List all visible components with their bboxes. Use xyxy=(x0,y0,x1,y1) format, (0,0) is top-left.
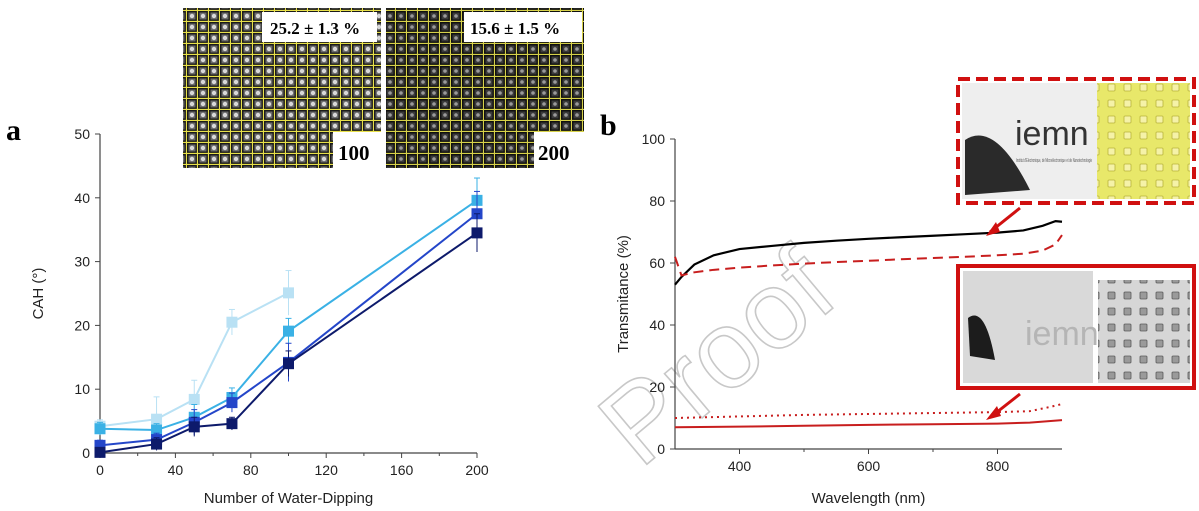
photo-inset-uncoated: iemn xyxy=(956,264,1196,390)
micrograph-inset-100: 25.2 ± 1.3 % 100 xyxy=(183,8,381,168)
chart-a-y-axis-label: CAH (°) xyxy=(30,268,47,320)
sample-shape-icon xyxy=(965,135,1030,195)
chart-a: 0 40 80 120 160 200 0 10 20 30 40 50 Number of Wate… xyxy=(30,126,489,507)
panel-label-a: a xyxy=(6,114,21,147)
chart-b-axes: 400 600 800 0 20 40 60 80 100 xyxy=(642,131,1062,474)
chart-a-x-tick-label: 200 xyxy=(465,462,489,478)
chart-b-series-dashed-red xyxy=(674,234,1063,277)
chart-b-x-tick-label: 400 xyxy=(728,458,752,474)
chart-a-point xyxy=(226,316,238,328)
chart-a-point xyxy=(94,423,106,435)
arrow-to-dashed-curve xyxy=(986,206,1021,236)
chart-b-y-axis-label: Transmitance (%) xyxy=(615,235,632,353)
chart-b-y-tick-label: 80 xyxy=(649,193,665,209)
chart-a-y-tick-label: 30 xyxy=(74,254,90,270)
pillar-array-icon xyxy=(1097,83,1190,199)
chart-a-y-tick-label: 20 xyxy=(74,317,90,333)
chart-b-series-dotted-red xyxy=(674,403,1063,419)
chart-a-x-tick-label: 120 xyxy=(315,462,339,478)
chart-b-x-tick-label: 800 xyxy=(986,458,1010,474)
inset-200-percent: 15.6 ± 1.5 % xyxy=(470,19,560,38)
chart-b-series-solid-red xyxy=(674,419,1063,429)
chart-a-series-line xyxy=(99,232,478,454)
chart-a-point xyxy=(188,393,200,405)
chart-b-x-axis-label: Wavelength (nm) xyxy=(812,490,926,507)
chart-b-y-tick-label: 20 xyxy=(649,379,665,395)
chart-a-marks xyxy=(94,177,483,458)
chart-b-y-tick-label: 40 xyxy=(649,317,665,333)
chart-a-point xyxy=(151,424,163,436)
chart-a-x-tick-label: 80 xyxy=(243,462,259,478)
chart-b-y-tick-label: 100 xyxy=(642,131,666,147)
chart-b-marks xyxy=(674,220,1063,429)
chart-b-x-tick-label: 600 xyxy=(857,458,881,474)
chart-a-point xyxy=(226,418,238,430)
chart-b-series-solid-black xyxy=(674,220,1063,286)
chart-a-point xyxy=(151,413,163,425)
chart-a-point xyxy=(188,421,200,433)
inset-100-number: 100 xyxy=(338,141,370,165)
chart-a-series-line xyxy=(99,212,478,447)
chart-a-x-tick-label: 160 xyxy=(390,462,414,478)
chart-b-y-tick-label: 0 xyxy=(657,441,665,457)
chart-a-point xyxy=(151,438,163,450)
chart-a-point xyxy=(283,358,294,370)
logo-text-bottom: iemn xyxy=(1025,315,1099,353)
chart-a-series-line xyxy=(99,199,478,432)
logo-subtitle-top: Institut d'Electronique, de Microélectro… xyxy=(1016,158,1092,164)
logo-text-top: iemn xyxy=(1015,115,1089,153)
pillar-array-grey-icon xyxy=(1098,280,1190,383)
arrow-to-solid-curve xyxy=(986,392,1021,420)
chart-a-y-tick-label: 0 xyxy=(82,445,90,461)
photo-inset-coated: iemn Institut d'Electronique, de Microél… xyxy=(956,77,1196,205)
chart-a-y-tick-label: 50 xyxy=(74,126,90,142)
chart-a-y-tick-label: 40 xyxy=(74,190,90,206)
chart-a-point xyxy=(94,439,106,451)
chart-b-y-tick-label: 60 xyxy=(649,255,665,271)
chart-a-x-tick-label: 0 xyxy=(96,462,104,478)
inset-200-number: 200 xyxy=(538,141,570,165)
chart-a-x-tick-label: 40 xyxy=(168,462,184,478)
micrograph-inset-200: 15.6 ± 1.5 % 200 xyxy=(386,8,584,168)
inset-100-percent: 25.2 ± 1.3 % xyxy=(270,19,360,38)
chart-a-point xyxy=(94,446,106,458)
chart-a-point xyxy=(226,397,238,409)
chart-a-y-tick-label: 10 xyxy=(74,381,90,397)
chart-a-x-axis-label: Number of Water-Dipping xyxy=(204,490,374,507)
chart-a-point xyxy=(471,227,483,239)
panel-label-b: b xyxy=(600,109,617,142)
sample-shape-icon-2 xyxy=(968,315,995,360)
chart-b: 400 600 800 0 20 40 60 80 100 Wavelength (nm) Tr… xyxy=(615,131,1063,507)
chart-a-point xyxy=(283,325,294,337)
chart-a-point xyxy=(283,287,294,299)
chart-a-axes: 0 40 80 120 160 200 0 10 20 30 40 50 xyxy=(74,126,488,478)
